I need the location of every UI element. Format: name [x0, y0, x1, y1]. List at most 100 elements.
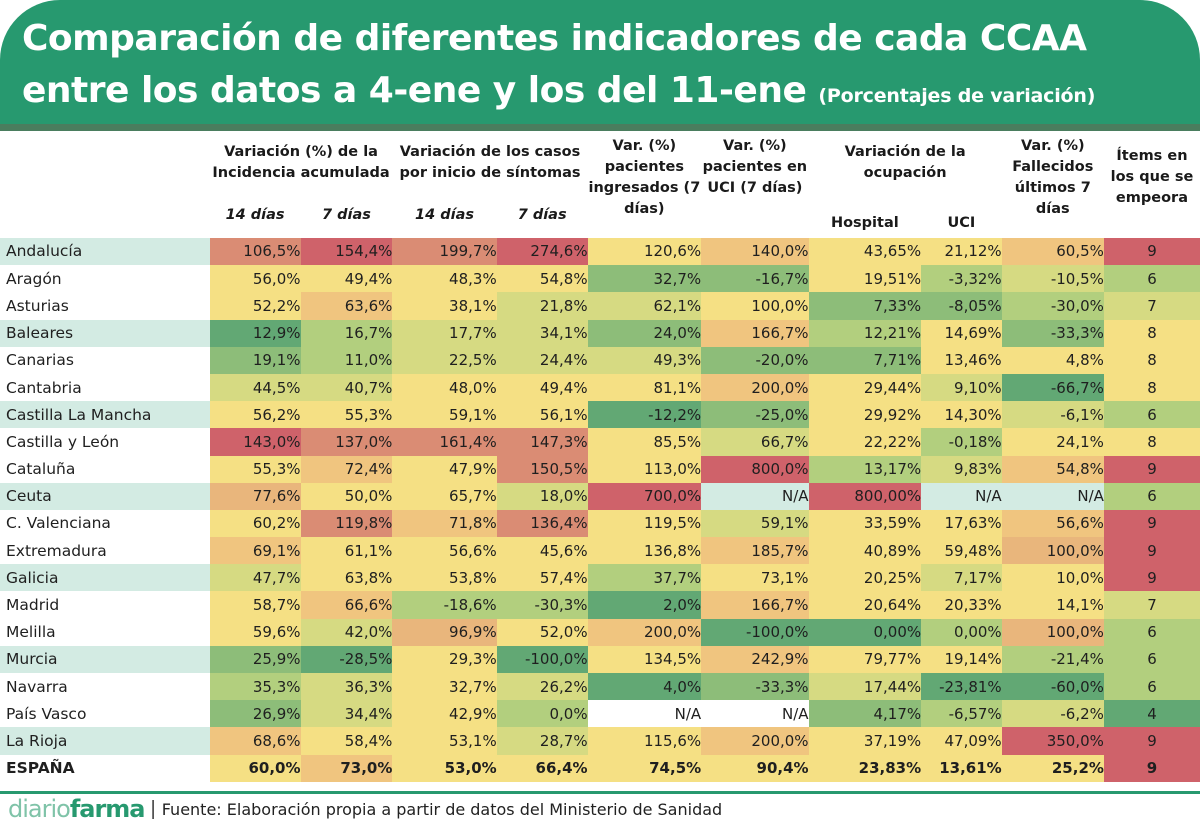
value-cell: -25,0%	[701, 401, 809, 429]
items-count-cell: 9	[1103, 509, 1200, 538]
value-cell: 119,8%	[300, 509, 393, 538]
value-cell: 12,21%	[808, 319, 922, 347]
items-count-cell: 7	[1103, 591, 1200, 619]
value-cell: 59,1%	[701, 509, 809, 538]
value-cell: 79,77%	[808, 645, 922, 673]
corner-subheader	[0, 192, 210, 238]
subheader-ia-14: 14 días	[225, 206, 285, 223]
value-cell: 50,0%	[300, 482, 393, 510]
table-row: Baleares 12,9% 16,7% 17,7% 34,1% 24,0% 166,7% 1…	[0, 319, 1200, 347]
region-name: Aragón	[6, 269, 62, 288]
value-cell: 29,92%	[808, 401, 922, 429]
value-cell: 7,33%	[808, 292, 922, 320]
table-row: Cataluña 55,3% 72,4% 47,9% 150,5% 113,0% 800,0…	[0, 455, 1200, 483]
value-cell: 90,4%	[701, 754, 809, 782]
value-cell: 52,0%	[496, 618, 588, 646]
items-count-cell: 6	[1103, 645, 1200, 673]
chart-title-line-2-text: entre los datos a 4-ene y los del 11-ene	[22, 70, 807, 111]
value-cell: 59,48%	[921, 537, 1002, 565]
value-cell: N/A	[701, 700, 809, 728]
value-cell: 100,0%	[701, 292, 809, 320]
value-cell: 800,00%	[808, 482, 922, 510]
value-cell: 136,8%	[587, 537, 702, 565]
value-cell: -33,3%	[1001, 319, 1104, 347]
value-cell: 29,3%	[392, 645, 497, 673]
chart-title-line-2: entre los datos a 4-ene y los del 11-ene…	[22, 70, 1095, 111]
header-ocupacion: Variación de la ocupación	[844, 144, 966, 181]
region-name: Baleares	[0, 319, 210, 347]
value-cell: -20,0%	[701, 346, 809, 374]
value-cell: 24,4%	[496, 346, 588, 374]
table-body: Andalucía 106,5% 154,4% 199,7% 274,6% 120,6% 1…	[0, 238, 1200, 782]
value-cell: 150,5%	[496, 455, 588, 483]
header-fallecidos: Var. (%) Fallecidos últimos 7 días	[1012, 138, 1094, 217]
table-row: Castilla y León 143,0% 137,0% 161,4% 147,3% 8…	[0, 428, 1200, 456]
items-count-cell: 9	[1103, 238, 1200, 266]
value-cell: 350,0%	[1001, 727, 1104, 755]
value-cell: 13,17%	[808, 455, 922, 483]
value-cell: 60,0%	[209, 754, 301, 782]
value-cell: 34,1%	[496, 319, 588, 347]
region-name: ESPAÑA	[6, 759, 75, 778]
value-cell: -6,2%	[1001, 700, 1104, 728]
value-cell: 18,0%	[496, 482, 588, 510]
value-cell: 60,2%	[209, 509, 301, 538]
value-cell: 53,8%	[392, 564, 497, 592]
title-banner	[0, 0, 1200, 124]
value-cell: 0,00%	[921, 618, 1002, 646]
value-cell: 32,7%	[392, 673, 497, 701]
value-cell: 154,4%	[300, 238, 393, 266]
table-row: Aragón 56,0% 49,4% 48,3% 54,8% 32,7% -16,7% 19,…	[0, 265, 1200, 293]
value-cell: 24,1%	[1001, 428, 1104, 456]
region-name: Cantabria	[6, 378, 82, 397]
items-count-cell: 8	[1103, 346, 1200, 374]
items-count-cell: 9	[1103, 564, 1200, 592]
value-cell: 115,6%	[587, 727, 702, 755]
value-cell: 38,1%	[392, 292, 497, 320]
value-cell: 242,9%	[701, 645, 809, 673]
value-cell: 19,1%	[209, 346, 301, 374]
items-count-cell: 9	[1103, 754, 1200, 782]
value-cell: 137,0%	[300, 428, 393, 456]
value-cell: 52,2%	[209, 292, 301, 320]
value-cell: 59,1%	[392, 401, 497, 429]
items-count-cell: 8	[1103, 428, 1200, 456]
value-cell: -10,5%	[1001, 265, 1104, 293]
value-cell: 9,83%	[921, 455, 1002, 483]
value-cell: 274,6%	[496, 238, 588, 266]
value-cell: 199,7%	[392, 238, 497, 266]
table-row: Navarra 35,3% 36,3% 32,7% 26,2% 4,0% -33,3% 17,…	[0, 673, 1200, 701]
value-cell: 800,0%	[701, 455, 809, 483]
value-cell: 14,1%	[1001, 591, 1104, 619]
subheader-cs-14: 14 días	[415, 206, 475, 223]
region-name: País Vasco	[6, 704, 87, 723]
footer-divider	[0, 791, 1200, 794]
value-cell: 136,4%	[496, 509, 588, 538]
value-cell: 73,1%	[701, 564, 809, 592]
table-row: Melilla 59,6% 42,0% 96,9% 52,0% 200,0% -100,0%…	[0, 618, 1200, 646]
value-cell: -60,0%	[1001, 673, 1104, 701]
table-row: Andalucía 106,5% 154,4% 199,7% 274,6% 120,6% 1…	[0, 238, 1200, 266]
items-count-cell: 6	[1103, 673, 1200, 701]
items-count-cell: 6	[1103, 265, 1200, 293]
value-cell: 56,6%	[1001, 509, 1104, 538]
value-cell: 37,19%	[808, 727, 922, 755]
subheader-uci-ocupacion: UCI	[947, 215, 976, 231]
subheader-hospital: Hospital	[830, 215, 899, 231]
region-name: Canarias	[6, 351, 74, 370]
table-row: Ceuta 77,6% 50,0% 65,7% 18,0% 700,0% N/A 800,00…	[0, 482, 1200, 510]
value-cell: 77,6%	[209, 482, 301, 510]
items-count-cell: 4	[1103, 700, 1200, 728]
value-cell: 53,1%	[392, 727, 497, 755]
value-cell: 20,25%	[808, 564, 922, 592]
value-cell: -100,0%	[496, 645, 588, 673]
value-cell: 54,8%	[1001, 455, 1104, 483]
value-cell: 81,1%	[587, 373, 702, 402]
value-cell: 37,7%	[587, 564, 702, 592]
value-cell: -16,7%	[701, 265, 809, 293]
value-cell: 45,6%	[496, 537, 588, 565]
value-cell: 53,0%	[392, 754, 497, 782]
value-cell: 55,3%	[300, 401, 393, 429]
value-cell: 29,44%	[808, 373, 922, 402]
footer: diario farma | Fuente: Elaboración propia…	[8, 795, 722, 823]
